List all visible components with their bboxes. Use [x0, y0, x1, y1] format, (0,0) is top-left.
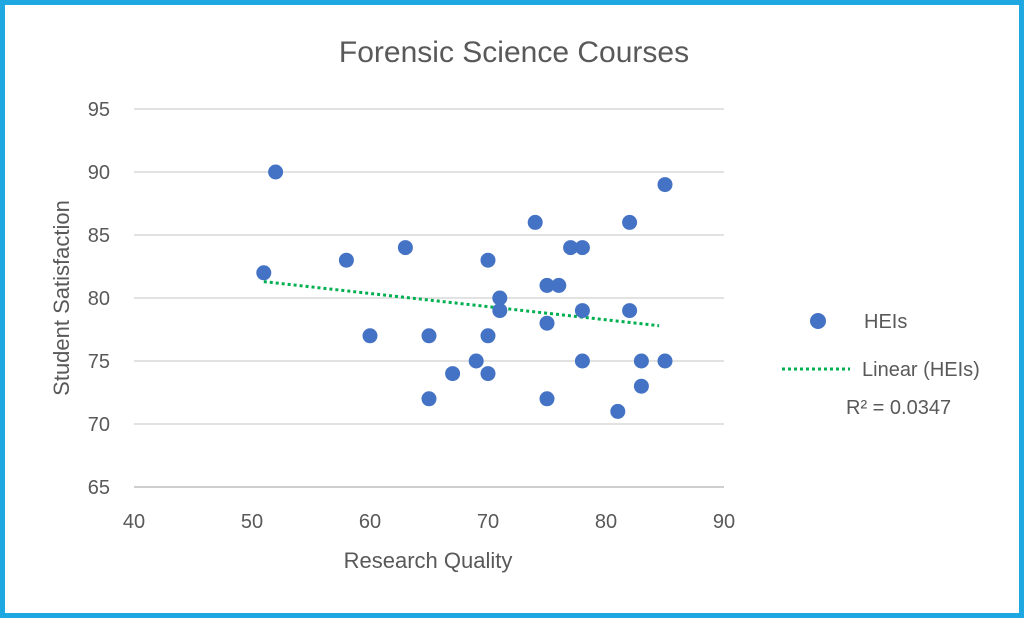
data-point [539, 315, 555, 331]
y-tick-label: 85 [88, 225, 110, 247]
data-point [574, 240, 590, 256]
data-point [610, 403, 626, 419]
trendline [263, 280, 660, 328]
data-point [397, 240, 413, 256]
data-point [633, 353, 649, 369]
data-point [527, 214, 543, 230]
x-axis-label: Research Quality [344, 548, 513, 573]
y-tick-label: 80 [88, 288, 110, 310]
data-point [362, 328, 378, 344]
y-tick-label: 90 [88, 162, 110, 184]
data-point [492, 303, 508, 319]
data-point [256, 265, 272, 281]
data-point [633, 378, 649, 394]
data-point [622, 303, 638, 319]
data-point [657, 353, 673, 369]
data-point [421, 391, 437, 407]
data-point [574, 353, 590, 369]
legend: HEIs Linear (HEIs) R² = 0.0347 [782, 311, 980, 419]
data-points [256, 164, 673, 419]
x-tick-label: 40 [123, 511, 145, 533]
data-point [421, 328, 437, 344]
data-point [551, 277, 567, 293]
gridlines [134, 108, 724, 488]
data-point [492, 290, 508, 306]
legend-marker-heis [810, 313, 826, 329]
data-point [539, 391, 555, 407]
data-point [563, 240, 579, 256]
x-tick-labels: 40 50 60 70 80 90 [123, 511, 735, 533]
legend-label-trendline: Linear (HEIs) [862, 359, 980, 381]
y-tick-label: 75 [88, 351, 110, 373]
data-point [480, 252, 496, 268]
data-point [539, 277, 555, 293]
x-tick-label: 50 [241, 511, 263, 533]
data-point [574, 303, 590, 319]
legend-label-heis: HEIs [864, 311, 907, 333]
x-tick-label: 90 [713, 511, 735, 533]
trendline-layer [263, 280, 660, 328]
x-tick-label: 80 [595, 511, 617, 533]
x-tick-label: 70 [477, 511, 499, 533]
y-tick-labels: 65 70 75 80 85 90 95 [88, 99, 110, 499]
y-tick-label: 70 [88, 414, 110, 436]
data-point [480, 328, 496, 344]
r-squared-label: R² = 0.0347 [846, 397, 951, 419]
chart-title: Forensic Science Courses [339, 36, 689, 69]
data-point [480, 366, 496, 382]
y-tick-label: 65 [88, 477, 110, 499]
data-point [468, 353, 484, 369]
data-point [445, 366, 461, 382]
data-point [657, 177, 673, 193]
data-point [622, 214, 638, 230]
y-axis-label: Student Satisfaction [49, 200, 74, 396]
data-point [268, 164, 284, 180]
y-tick-label: 95 [88, 99, 110, 121]
x-tick-label: 60 [359, 511, 381, 533]
data-point [338, 252, 354, 268]
